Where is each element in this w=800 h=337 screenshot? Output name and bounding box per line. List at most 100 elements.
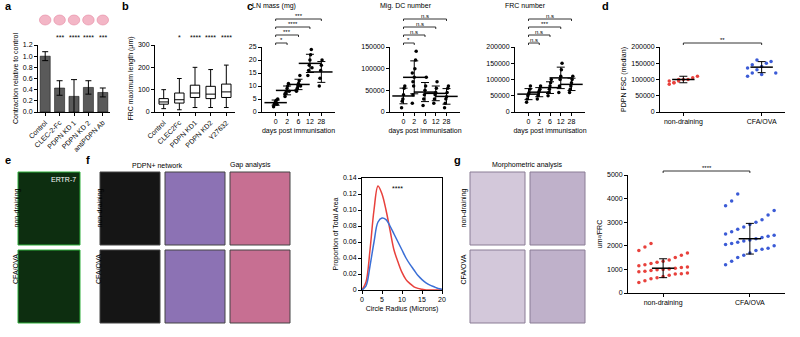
svg-text:2: 2: [412, 118, 416, 125]
svg-text:5: 5: [380, 296, 384, 303]
svg-text:*: *: [407, 37, 410, 43]
svg-text:non-draining: non-draining: [460, 188, 468, 227]
svg-text:***: ***: [541, 21, 549, 27]
svg-text:non-draining: non-draining: [13, 188, 21, 227]
svg-text:200000: 200000: [486, 43, 509, 50]
svg-text:****: ****: [288, 21, 298, 27]
svg-text:200: 200: [138, 64, 150, 71]
svg-text:0.6: 0.6: [23, 75, 33, 82]
svg-text:4000: 4000: [607, 195, 623, 202]
svg-text:300: 300: [138, 41, 150, 48]
svg-text:150000: 150000: [361, 43, 384, 50]
svg-text:6: 6: [297, 118, 301, 125]
svg-text:0: 0: [146, 108, 150, 115]
svg-text:Contraction relative to contro: Contraction relative to control: [12, 33, 19, 124]
svg-text:PDPN+ network: PDPN+ network: [132, 162, 182, 169]
svg-text:***: ***: [56, 34, 64, 41]
svg-text:Control: Control: [146, 119, 167, 140]
svg-text:0: 0: [651, 108, 655, 115]
svg-text:***: ***: [295, 13, 303, 19]
svg-text:**: **: [720, 37, 725, 43]
svg-text:***: ***: [283, 29, 291, 35]
svg-text:150000: 150000: [486, 60, 509, 67]
svg-text:2000: 2000: [607, 242, 623, 249]
svg-text:n.s: n.s: [410, 29, 418, 35]
svg-text:Morphometric analysis: Morphometric analysis: [492, 161, 563, 169]
svg-text:n.s: n.s: [546, 13, 554, 19]
svg-text:Control: Control: [27, 119, 48, 140]
svg-text:f: f: [86, 154, 90, 166]
svg-text:0: 0: [619, 289, 623, 296]
svg-text:antiPDPN Ab: antiPDPN Ab: [72, 119, 106, 153]
svg-text:non-draining: non-draining: [644, 299, 683, 307]
svg-text:0: 0: [381, 108, 385, 115]
svg-text:150000: 150000: [631, 60, 654, 67]
svg-text:****: ****: [83, 34, 94, 41]
svg-text:*: *: [280, 37, 283, 43]
svg-text:n.s: n.s: [421, 13, 429, 19]
svg-text:CLEC-2-Fc: CLEC-2-Fc: [33, 119, 63, 149]
svg-text:0.04: 0.04: [343, 254, 357, 261]
svg-text:28: 28: [568, 118, 576, 125]
svg-text:0.10: 0.10: [343, 206, 357, 213]
svg-text:1000: 1000: [607, 266, 623, 273]
svg-text:d: d: [602, 0, 609, 12]
svg-text:Gap analysis: Gap analysis: [230, 161, 271, 169]
svg-text:2: 2: [537, 118, 541, 125]
svg-text:n.s: n.s: [416, 21, 424, 27]
svg-text:PDPN KD 2: PDPN KD 2: [60, 119, 91, 150]
svg-text:days post immunisation: days post immunisation: [513, 127, 586, 135]
svg-text:15: 15: [418, 296, 426, 303]
svg-text:CFA/OVA: CFA/OVA: [95, 254, 102, 284]
svg-text:n.s: n.s: [535, 29, 543, 35]
svg-text:50000: 50000: [490, 92, 510, 99]
svg-text:12: 12: [432, 118, 440, 125]
svg-text:****: ****: [69, 34, 80, 41]
svg-text:Proportion of Total Area: Proportion of Total Area: [332, 197, 340, 270]
svg-text:CFA/OVA: CFA/OVA: [735, 299, 765, 306]
svg-text:15: 15: [249, 69, 257, 76]
svg-text:0: 0: [527, 118, 531, 125]
svg-text:CLEC2Fc: CLEC2Fc: [156, 119, 183, 146]
svg-text:*: *: [178, 34, 181, 41]
svg-text:6: 6: [548, 118, 552, 125]
svg-text:5: 5: [253, 95, 257, 102]
svg-text:0.06: 0.06: [343, 238, 357, 245]
svg-text:non-draining: non-draining: [664, 118, 703, 126]
svg-text:CFA/OVA: CFA/OVA: [460, 254, 467, 284]
svg-text:0.08: 0.08: [343, 222, 357, 229]
svg-text:days post immunisation: days post immunisation: [262, 127, 335, 135]
svg-text:0: 0: [402, 118, 406, 125]
svg-text:****: ****: [702, 165, 712, 171]
svg-text:3000: 3000: [607, 219, 623, 226]
svg-text:1.2: 1.2: [23, 41, 33, 48]
svg-text:c: c: [247, 0, 253, 12]
svg-text:0: 0: [360, 296, 364, 303]
svg-text:0.0: 0.0: [23, 108, 33, 115]
svg-text:100000: 100000: [631, 76, 654, 83]
svg-text:***: ***: [99, 34, 107, 41]
svg-text:12: 12: [306, 118, 314, 125]
svg-text:ERTR-7: ERTR-7: [51, 176, 76, 183]
svg-text:0.12: 0.12: [343, 190, 357, 197]
svg-text:50000: 50000: [365, 87, 385, 94]
svg-text:0: 0: [253, 108, 257, 115]
svg-text:LN mass (mg): LN mass (mg): [252, 2, 296, 10]
svg-text:g: g: [454, 154, 461, 166]
svg-text:50000: 50000: [635, 92, 655, 99]
svg-text:100000: 100000: [361, 65, 384, 72]
svg-text:non-draining: non-draining: [96, 188, 104, 227]
svg-text:****: ****: [205, 34, 216, 41]
svg-text:Circle Radius (Microns): Circle Radius (Microns): [366, 305, 439, 313]
svg-text:PDPN KD2: PDPN KD2: [184, 119, 214, 149]
svg-text:20: 20: [249, 56, 257, 63]
svg-text:0.8: 0.8: [23, 64, 33, 71]
svg-text:6: 6: [423, 118, 427, 125]
svg-text:0.4: 0.4: [23, 86, 33, 93]
svg-text:Y27632: Y27632: [207, 119, 229, 141]
svg-text:****: ****: [392, 185, 403, 192]
svg-text:PDPN FSC (median): PDPN FSC (median): [620, 47, 628, 112]
svg-text:0.14: 0.14: [343, 174, 357, 181]
svg-text:Mig. DC number: Mig. DC number: [380, 2, 432, 10]
svg-text:28: 28: [443, 118, 451, 125]
